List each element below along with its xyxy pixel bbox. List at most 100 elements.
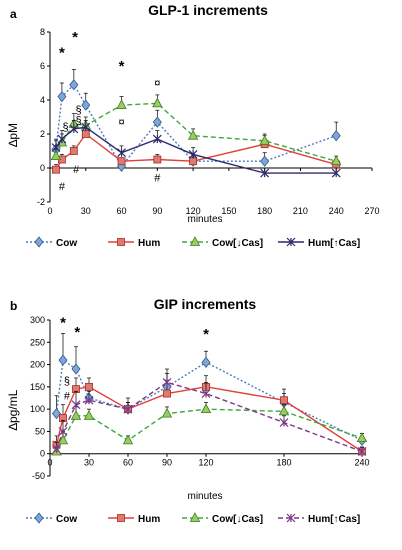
panel-a-point [117, 148, 126, 158]
panel-b-legend-item: Cow[↓Cas] [182, 512, 263, 525]
panel-a-y-tick-label: 4 [40, 95, 45, 105]
panel-a-x-tick-label: 150 [221, 206, 236, 216]
panel-a-point [52, 165, 60, 174]
panel-a-y-tick-label: 8 [40, 27, 45, 37]
panel-a-annotation: ¤ [118, 117, 124, 129]
panel-b-legend: Cow Hum Cow[↓Cas] Hum[↑Cas] [26, 512, 360, 525]
panel-b-series-line [55, 408, 363, 452]
panel-a-x-tick-label: 30 [81, 206, 91, 216]
panel-a-point [187, 129, 199, 140]
panel-b-x-tick-label: 90 [162, 458, 172, 468]
panel-a-point [152, 97, 163, 108]
panel-a-point [81, 130, 90, 138]
panel-b-y-tick-label: 100 [30, 404, 45, 414]
panel-a-legend-item: Hum [108, 238, 160, 249]
panel-a-annotation: # [154, 173, 161, 185]
panel-a-annotation: # [73, 164, 80, 176]
panel-b-point [52, 444, 61, 454]
panel-a-point [57, 134, 67, 144]
panel-b-point [278, 405, 290, 416]
panel-b-point [83, 409, 95, 420]
panel-a-letter: a [10, 7, 17, 21]
panel-b-legend-label: Hum[↑Cas] [308, 514, 360, 525]
panel-a-x-tick-label: 240 [329, 206, 344, 216]
panel-b-y-tick-label: -50 [32, 471, 45, 481]
panel-a-x-tick-label: 60 [117, 206, 127, 216]
panel-a-legend-swatch-marker [34, 236, 44, 248]
panel-a-point [260, 168, 270, 178]
panel-b-series-line [55, 381, 363, 453]
panel-b-letter: b [10, 299, 17, 313]
panel-a-legend: Cow Hum Cow[↓Cas] Hum[↑Cas] [26, 236, 360, 249]
panel-a-y-tick-label: 2 [40, 129, 45, 139]
panel-b-point [163, 389, 171, 398]
panel-b-point [85, 382, 93, 391]
panel-b-series-1 [52, 375, 366, 456]
panel-a-legend-swatch-marker [189, 236, 201, 246]
panel-a-legend-label: Hum[↑Cas] [308, 238, 360, 249]
panel-b-series-2 [51, 402, 368, 456]
panel-a-annotation: * [72, 29, 78, 46]
panel-a-legend-item: Cow [26, 236, 77, 249]
panel-b-point [51, 407, 62, 420]
panel-b-y-tick-label: 50 [35, 426, 45, 436]
panel-a-annotation: # [59, 181, 66, 193]
panel-b-y-tick-label: 150 [30, 382, 45, 392]
panel-a-x-tick-label: 0 [47, 206, 52, 216]
panel-b-legend-swatch-marker [34, 512, 44, 524]
panel-b-annotation: * [203, 326, 209, 343]
panel-b-point [357, 447, 367, 456]
panel-b-point [122, 434, 134, 445]
panel-b-point [58, 427, 68, 436]
panel-b-point [201, 389, 211, 398]
panel-b-point [71, 400, 81, 410]
panel-a-point [260, 155, 270, 167]
panel-a-title: GLP-1 increments [148, 2, 268, 18]
panel-b-x-tick-label: 0 [47, 458, 52, 468]
panel-a-legend-item: Hum[↑Cas] [278, 237, 360, 249]
panel-a-point [259, 134, 270, 145]
panel-a-point [153, 155, 162, 164]
panel-a-point [331, 130, 341, 142]
panel-a-point [81, 99, 91, 111]
panel-b-x-axis-label: minutes [187, 491, 222, 502]
panel-b-annotation: # [64, 390, 71, 402]
panel-a-annotation: * [59, 45, 65, 62]
panel-b-legend-label: Cow [56, 514, 77, 525]
panel-b-x-tick-label: 120 [198, 458, 213, 468]
panel-b-x-tick-label: 30 [84, 458, 94, 468]
panel-b: b GIP increments ∆pg/mL minutes Cow Hum Co… [6, 296, 370, 525]
panel-a-point [116, 99, 127, 109]
panel-b-point [280, 396, 288, 405]
panel-a-point [51, 143, 61, 153]
panel-b-y-tick-label: 200 [30, 360, 45, 370]
panel-a-point [57, 90, 67, 103]
panel-b-x-tick-label: 180 [276, 458, 291, 468]
panel-a-x-tick-label: 180 [257, 206, 272, 216]
panel-a-legend-swatch-marker [286, 237, 296, 247]
panel-a-point [188, 149, 198, 159]
panel-a-point [69, 124, 79, 134]
panel-b-legend-item: Hum [108, 514, 160, 525]
panel-b-point [279, 418, 289, 427]
panel-a-y-tick-label: 6 [40, 61, 45, 71]
panel-b-y-axis-label: ∆pg/mL [6, 389, 20, 430]
panel-a: a GLP-1 increments ∆pM minutes Cow Hum Cow… [6, 2, 380, 249]
panel-b-legend-swatch-marker [189, 512, 201, 522]
panel-b-point [84, 395, 94, 405]
panel-b-point [356, 432, 368, 443]
panel-a-annotation: ¤ [154, 77, 160, 89]
panel-b-y-tick-label: 0 [40, 449, 45, 459]
panel-a-point [69, 79, 79, 91]
panel-b-point [162, 377, 172, 387]
panel-a-annotation: § [76, 105, 82, 117]
panel-b-legend-swatch-marker [117, 514, 125, 522]
panel-b-legend-item: Cow [26, 512, 77, 525]
panel-a-x-axis-label: minutes [187, 214, 222, 225]
panel-a-series-line [55, 83, 337, 168]
panel-a-legend-label: Cow[↓Cas] [212, 238, 263, 249]
panel-b-point [58, 354, 68, 366]
panel-b-x-tick-label: 240 [354, 458, 369, 468]
panel-b-legend-item: Hum[↑Cas] [278, 513, 360, 525]
panel-a-x-tick-label: 90 [152, 206, 162, 216]
